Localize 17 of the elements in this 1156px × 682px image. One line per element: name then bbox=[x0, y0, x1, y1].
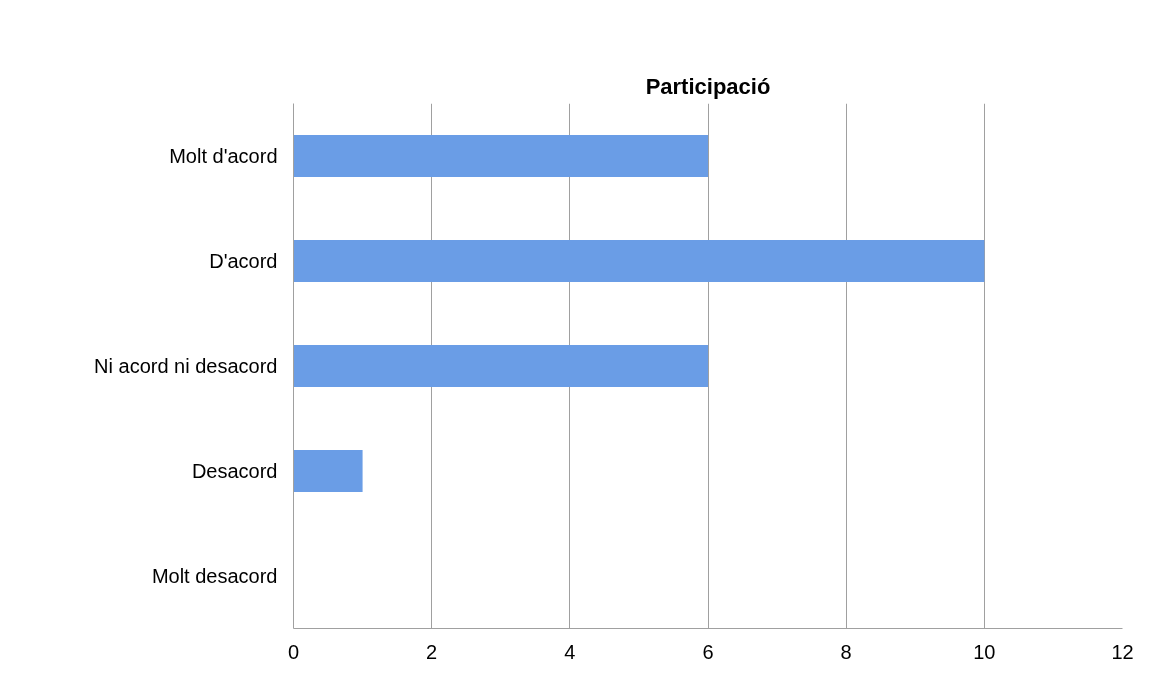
bar bbox=[293, 345, 708, 387]
y-tick-label: Desacord bbox=[191, 460, 278, 482]
bar bbox=[293, 135, 708, 177]
x-tick-label: 2 bbox=[426, 640, 438, 663]
x-tick-label: 12 bbox=[1111, 640, 1134, 663]
y-tick-label: Ni acord ni desacord bbox=[94, 355, 278, 377]
x-tick-label: 6 bbox=[702, 640, 714, 663]
chart-title: Participació bbox=[645, 73, 771, 99]
x-tick-label: 4 bbox=[564, 640, 576, 663]
y-tick-label: Molt d'acord bbox=[169, 145, 278, 167]
y-tick-label: Molt desacord bbox=[151, 565, 278, 587]
x-tick-label: 10 bbox=[973, 640, 996, 663]
x-tick-label: 0 bbox=[287, 640, 300, 663]
bar bbox=[293, 450, 363, 492]
bar bbox=[293, 240, 985, 282]
y-tick-label: D'acord bbox=[209, 250, 278, 272]
x-tick-label: 8 bbox=[840, 640, 852, 663]
